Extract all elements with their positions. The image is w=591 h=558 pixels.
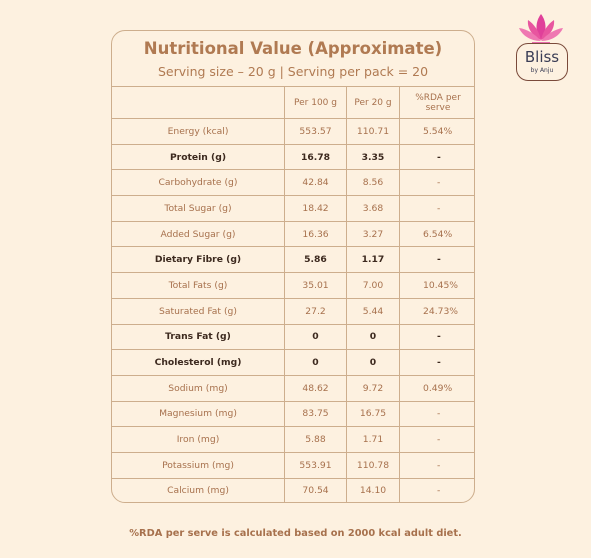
value-rda: - xyxy=(399,143,474,171)
brand-name: Bliss xyxy=(524,48,560,66)
nutrient-name: Energy (kcal) xyxy=(112,118,285,145)
brand-tagline: by Anju xyxy=(530,67,554,74)
nutrient-name: Magnesium (mg) xyxy=(112,400,285,428)
nutrition-card: Nutritional Value (Approximate) Serving … xyxy=(111,30,475,503)
nutrient-name: Dietary Fibre (g) xyxy=(112,246,285,274)
table-row: Dietary Fibre (g) 5.86 1.17- xyxy=(112,246,474,274)
table-row: Protein (g) 16.78 3.35- xyxy=(112,143,474,171)
value-per-20g: 1.17 xyxy=(346,246,400,274)
value-per-100g: 553.57 xyxy=(284,118,347,145)
table-row: Total Sugar (g) 18.42 3.68- xyxy=(112,195,474,222)
card-subtitle: Serving size – 20 g | Serving per pack =… xyxy=(157,64,429,79)
value-rda: - xyxy=(399,195,474,222)
value-per-100g: 18.42 xyxy=(284,195,347,222)
table-row: Saturated Fat (g) 27.2 5.44 24.73% xyxy=(112,297,474,325)
nutrient-name: Cholesterol (mg) xyxy=(112,349,285,376)
value-rda: 24.73% xyxy=(399,297,474,325)
value-per-20g: 3.68 xyxy=(346,195,400,222)
value-per-100g: 35.01 xyxy=(284,272,347,299)
nutrient-name: Total Sugar (g) xyxy=(112,195,285,222)
nutrient-name: Iron (mg) xyxy=(112,426,285,453)
column-header-per-20g: Per 20 g xyxy=(346,86,400,119)
value-per-20g: 3.35 xyxy=(346,143,400,171)
value-per-100g: 48.62 xyxy=(284,374,347,402)
table-row: Sodium (mg) 48.62 9.72 0.49% xyxy=(112,374,474,402)
nutrition-table: Per 100 g Per 20 g %RDA per serve Energy… xyxy=(112,86,474,502)
value-rda: 5.54% xyxy=(399,118,474,145)
value-per-20g: 5.44 xyxy=(346,297,400,325)
value-per-100g: 0 xyxy=(284,349,347,376)
table-row: Potassium (mg) 553.91 110.78- xyxy=(112,451,474,479)
nutrient-name: Carbohydrate (g) xyxy=(112,169,285,197)
column-header-per-100g: Per 100 g xyxy=(284,86,347,119)
value-per-20g: 0 xyxy=(346,323,400,351)
value-rda: 0.49% xyxy=(399,374,474,402)
value-per-20g: 0 xyxy=(346,349,400,376)
table-row: Calcium (mg) 70.54 14.10- xyxy=(112,477,474,502)
card-title: Nutritional Value (Approximate) xyxy=(143,39,443,58)
nutrient-name: Total Fats (g) xyxy=(112,272,285,299)
nutrient-name: Added Sugar (g) xyxy=(112,220,285,248)
value-per-100g: 16.36 xyxy=(284,220,347,248)
table-header-row: Per 100 g Per 20 g %RDA per serve xyxy=(112,86,474,119)
value-rda: - xyxy=(399,323,474,351)
nutrient-name: Sodium (mg) xyxy=(112,374,285,402)
value-per-100g: 5.86 xyxy=(284,246,347,274)
brand-box: Bliss by Anju xyxy=(516,43,568,81)
nutrient-name: Protein (g) xyxy=(112,143,285,171)
table-row: Iron (mg) 5.88 1.71- xyxy=(112,426,474,453)
nutrient-name: Calcium (mg) xyxy=(112,477,285,502)
nutrient-name: Trans Fat (g) xyxy=(112,323,285,351)
value-per-100g: 70.54 xyxy=(284,477,347,502)
value-per-20g: 110.78 xyxy=(346,451,400,479)
table-row: Trans Fat (g) 0 0- xyxy=(112,323,474,351)
value-per-100g: 27.2 xyxy=(284,297,347,325)
value-rda: - xyxy=(399,246,474,274)
value-per-100g: 0 xyxy=(284,323,347,351)
table-row: Cholesterol (mg) 0 0- xyxy=(112,349,474,376)
value-per-20g: 7.00 xyxy=(346,272,400,299)
value-per-20g: 8.56 xyxy=(346,169,400,197)
lotus-icon xyxy=(519,14,563,44)
value-per-20g: 3.27 xyxy=(346,220,400,248)
column-header-nutrient xyxy=(112,86,285,119)
value-rda: 10.45% xyxy=(399,272,474,299)
value-rda: - xyxy=(399,169,474,197)
table-row: Total Fats (g) 35.01 7.00 10.45% xyxy=(112,272,474,299)
value-rda: - xyxy=(399,477,474,502)
value-per-100g: 16.78 xyxy=(284,143,347,171)
table-row: Carbohydrate (g) 42.84 8.56- xyxy=(112,169,474,197)
value-per-100g: 553.91 xyxy=(284,451,347,479)
column-header-rda: %RDA per serve xyxy=(399,86,474,119)
value-per-100g: 42.84 xyxy=(284,169,347,197)
table-row: Magnesium (mg) 83.75 16.75- xyxy=(112,400,474,428)
value-per-100g: 83.75 xyxy=(284,400,347,428)
value-rda: - xyxy=(399,400,474,428)
column-header-rda-label: %RDA per serve xyxy=(415,92,461,113)
value-rda: 6.54% xyxy=(399,220,474,248)
value-per-20g: 9.72 xyxy=(346,374,400,402)
value-rda: - xyxy=(399,349,474,376)
table-row: Added Sugar (g) 16.36 3.27 6.54% xyxy=(112,220,474,248)
brand-logo: Bliss by Anju xyxy=(508,10,574,81)
value-per-20g: 1.71 xyxy=(346,426,400,453)
value-per-100g: 5.88 xyxy=(284,426,347,453)
value-rda: - xyxy=(399,451,474,479)
nutrient-name: Saturated Fat (g) xyxy=(112,297,285,325)
nutrient-name: Potassium (mg) xyxy=(112,451,285,479)
footnote: %RDA per serve is calculated based on 20… xyxy=(129,528,462,539)
value-per-20g: 110.71 xyxy=(346,118,400,145)
value-rda: - xyxy=(399,426,474,453)
value-per-20g: 14.10 xyxy=(346,477,400,502)
table-row: Energy (kcal) 553.57 110.71 5.54% xyxy=(112,118,474,145)
value-per-20g: 16.75 xyxy=(346,400,400,428)
